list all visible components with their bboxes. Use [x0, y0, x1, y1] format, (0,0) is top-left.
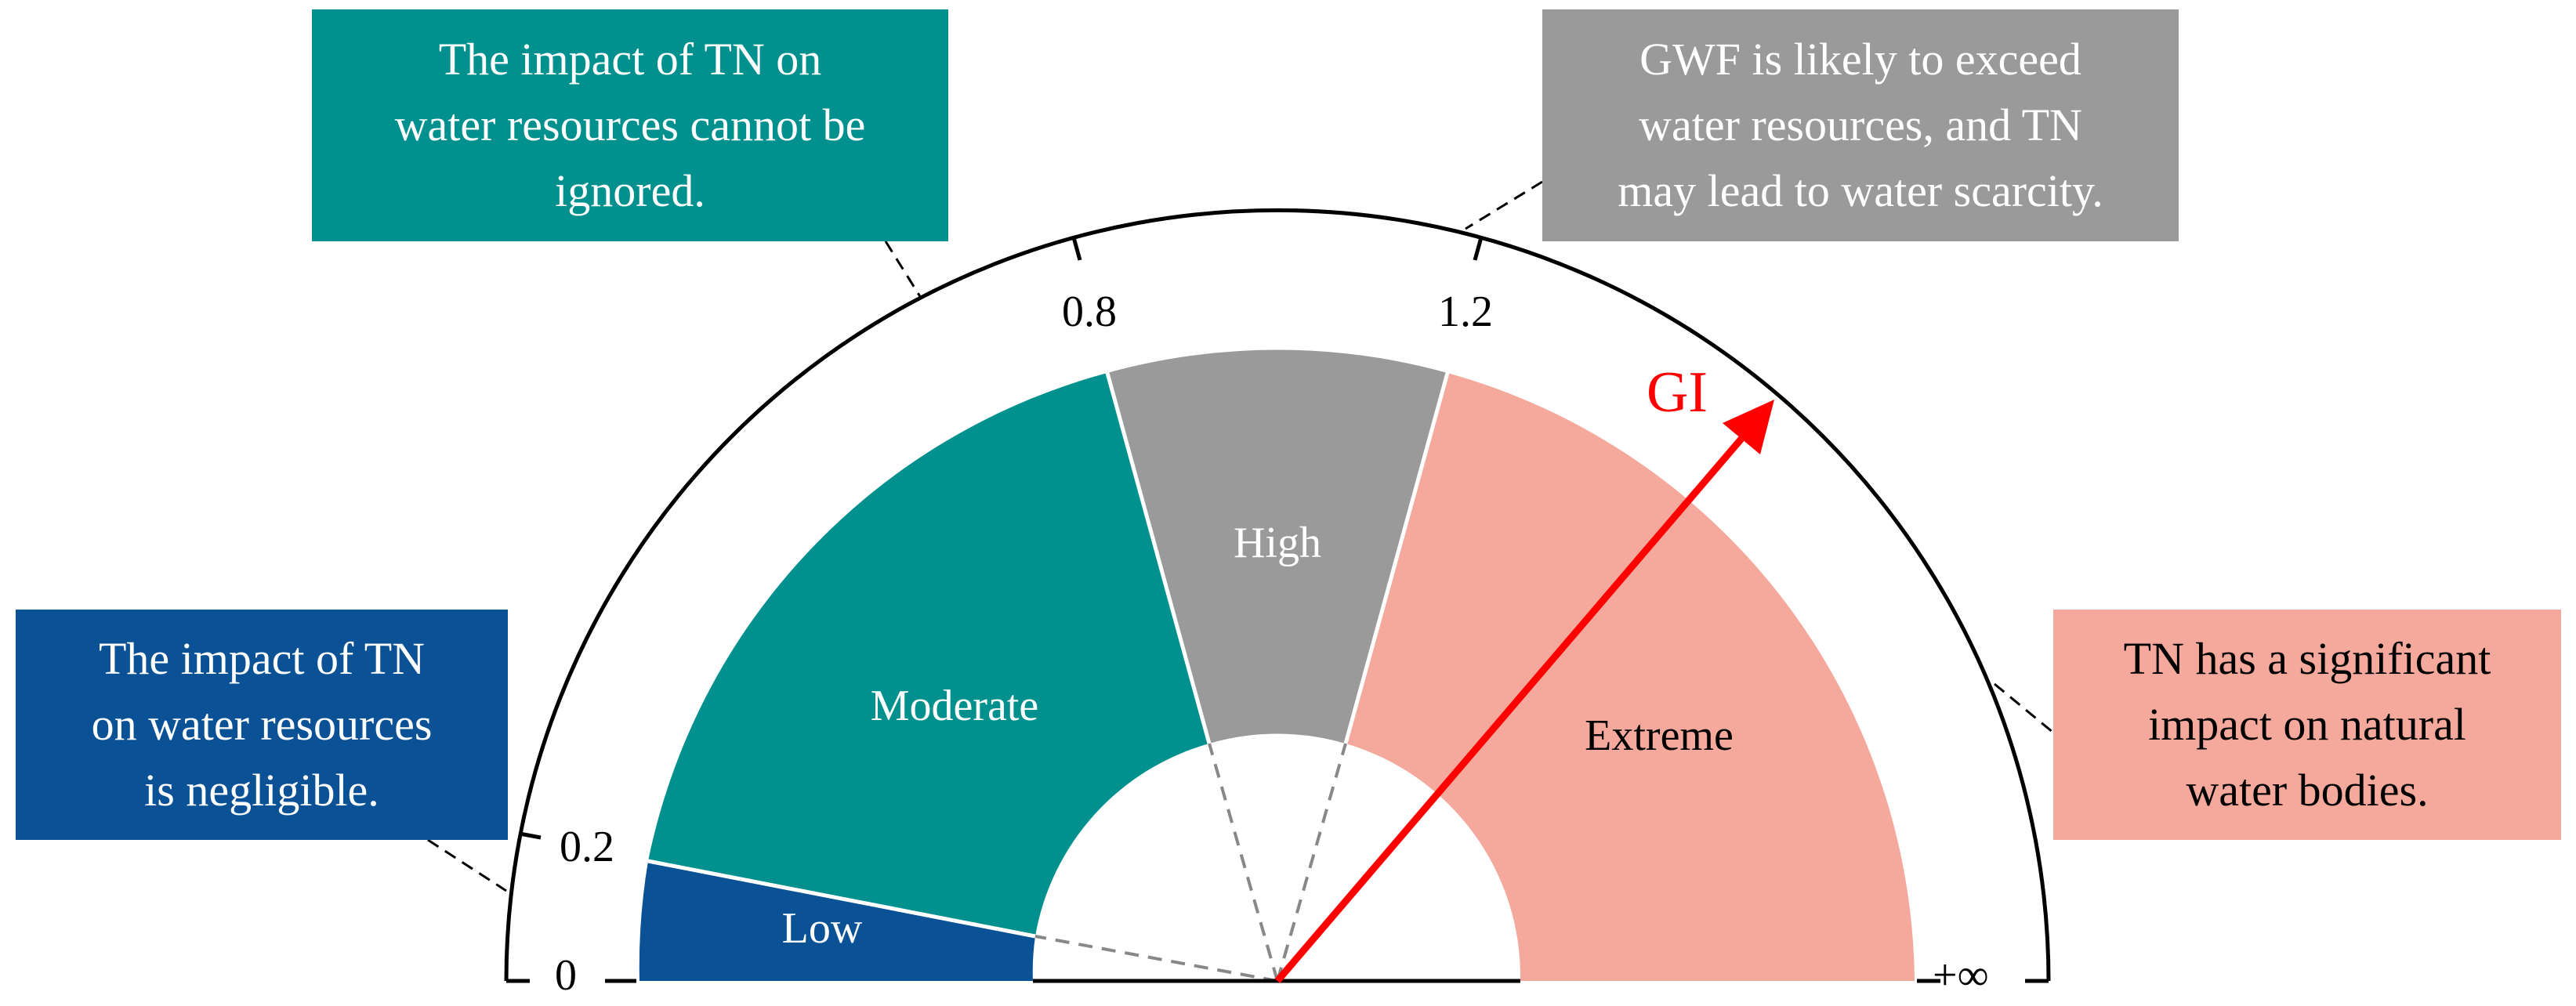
- tick-label-inf: +∞: [1933, 951, 1989, 1000]
- callout-moderate: The impact of TN on water resources cann…: [312, 9, 948, 241]
- gi-pointer-label: GI: [1647, 360, 1708, 425]
- zone-label-low: Low: [782, 904, 863, 953]
- gi-pointer-arrow: [1274, 436, 1745, 983]
- zone-moderate: [648, 373, 1209, 936]
- tick-label-0: 0: [555, 951, 577, 1000]
- zone-low: [639, 861, 1035, 981]
- zone-high: [1107, 349, 1447, 744]
- callout-moderate-text: The impact of TN on water resources cann…: [394, 34, 866, 216]
- leader-line-extreme: [1994, 682, 2054, 734]
- inner-dashed-line: [1208, 743, 1279, 982]
- zone-separator: [647, 859, 1036, 939]
- inner-dashed-line: [1276, 743, 1347, 982]
- tick-label-08: 0.8: [1062, 288, 1117, 336]
- tick-label-12: 1.2: [1438, 288, 1493, 336]
- leader-line-low: [427, 838, 507, 892]
- callout-high: GWF is likely to exceed water resources,…: [1542, 9, 2179, 241]
- tick-mark-12: [1473, 237, 1484, 261]
- tick-label-02: 0.2: [560, 823, 614, 871]
- zone-extreme: [1346, 373, 1915, 981]
- zone-label-high: High: [1234, 519, 1321, 567]
- callout-low-text: The impact of TN on water resources is n…: [91, 633, 433, 816]
- zone-separator: [1343, 372, 1450, 744]
- leader-line-high: [1465, 180, 1543, 230]
- gi-pointer-arrowhead: [1723, 400, 1774, 454]
- zone-separator: [1105, 372, 1212, 744]
- zone-label-moderate: Moderate: [871, 682, 1039, 730]
- zone-label-extreme: Extreme: [1585, 711, 1734, 760]
- outer-arc: [504, 208, 2051, 982]
- inner-dashed-line: [1034, 935, 1278, 982]
- tick-mark-02: [519, 831, 542, 840]
- callout-extreme: TN has a significant impact on natural w…: [2053, 610, 2561, 840]
- leader-line-moderate: [884, 241, 922, 299]
- callout-low: The impact of TN on water resources is n…: [16, 610, 508, 840]
- tick-mark-08: [1071, 237, 1082, 261]
- callout-extreme-text: TN has a significant impact on natural w…: [2123, 633, 2491, 816]
- callout-high-text: GWF is likely to exceed water resources,…: [1618, 34, 2103, 216]
